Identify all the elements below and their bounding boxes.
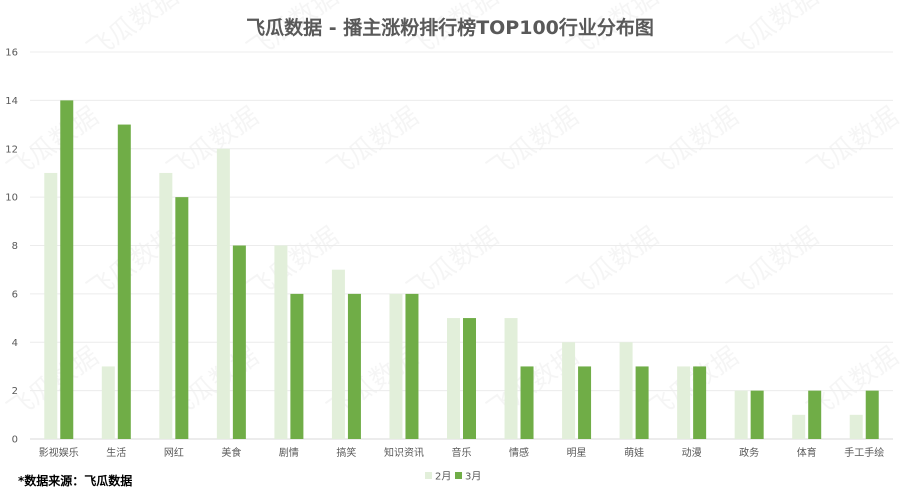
x-tick-label: 生活 xyxy=(106,446,126,459)
bar-feb xyxy=(447,318,460,439)
x-tick-label: 政务 xyxy=(739,446,759,459)
x-tick-label: 影视娱乐 xyxy=(39,446,79,459)
bar-feb xyxy=(216,148,230,439)
bar-feb xyxy=(101,366,115,439)
bar-feb xyxy=(677,366,691,439)
bar-feb xyxy=(562,342,576,439)
bar-feb xyxy=(504,318,518,439)
bar-mar xyxy=(635,366,649,439)
y-tick-label: 4 xyxy=(12,338,18,349)
bar-mar xyxy=(865,390,879,439)
legend-swatch xyxy=(425,472,432,479)
x-tick-label: 知识资讯 xyxy=(384,446,424,459)
watermark-text: 飞瓜数据 xyxy=(242,221,344,305)
bar-feb xyxy=(849,414,863,439)
bar-mar xyxy=(117,124,131,439)
watermark-text: 飞瓜数据 xyxy=(162,101,264,185)
bars xyxy=(44,100,879,439)
legend: 2月 3月 xyxy=(425,471,481,483)
x-tick-label: 剧情 xyxy=(279,446,299,459)
bar-mar xyxy=(290,293,304,439)
bar-mar xyxy=(693,366,707,439)
bar-feb xyxy=(619,342,633,439)
y-tick-label: 14 xyxy=(5,96,18,107)
bar-mar xyxy=(232,245,246,439)
y-tick-label: 2 xyxy=(12,386,18,397)
bar-mar xyxy=(808,390,822,439)
watermark-text: 飞瓜数据 xyxy=(562,221,664,305)
y-tick-label: 0 xyxy=(12,435,18,446)
bar-mar xyxy=(347,293,361,439)
source-note: *数据来源：飞瓜数据 xyxy=(18,474,133,488)
bar-feb xyxy=(44,172,58,439)
bar-feb xyxy=(274,245,288,439)
x-tick-label: 动漫 xyxy=(682,447,702,459)
x-tick-label: 手工手绘 xyxy=(844,446,884,459)
x-axis-ticks: 影视娱乐 生活 网红 美食 剧情 搞笑 知识资讯 音乐 情感 明星 萌娃 动漫 政务 体育 手工手绘 xyxy=(39,446,884,459)
legend-swatch xyxy=(455,472,462,479)
x-tick-label: 美食 xyxy=(221,446,241,459)
y-tick-label: 16 xyxy=(5,48,18,59)
y-tick-label: 8 xyxy=(12,241,18,252)
bar-mar xyxy=(405,293,419,439)
bar-mar xyxy=(578,366,592,439)
bar-feb xyxy=(792,414,806,439)
bar-mar xyxy=(60,100,74,439)
x-tick-label: 情感 xyxy=(509,446,529,459)
y-axis-ticks: 0 2 4 6 8 10 12 14 16 xyxy=(5,48,18,446)
watermark-text: 飞瓜数据 xyxy=(722,221,824,305)
x-tick-label: 网红 xyxy=(164,446,184,459)
bar-mar xyxy=(463,318,476,439)
gridlines xyxy=(30,51,893,440)
chart-title: 飞瓜数据 - 播主涨粉排行榜TOP100行业分布图 xyxy=(246,16,654,39)
bar-mar xyxy=(520,366,534,439)
y-tick-label: 12 xyxy=(5,144,18,155)
x-tick-label: 搞笑 xyxy=(336,446,356,459)
bar-feb xyxy=(389,293,403,439)
bar-feb xyxy=(331,269,345,439)
x-tick-label: 音乐 xyxy=(452,446,472,459)
bar-mar xyxy=(175,197,189,439)
y-tick-label: 10 xyxy=(5,193,18,204)
watermark-text: 飞瓜数据 xyxy=(722,0,824,66)
watermark-text: 飞瓜数据 xyxy=(482,101,584,185)
watermark-text: 飞瓜数据 xyxy=(642,101,744,185)
x-tick-label: 体育 xyxy=(797,446,817,459)
watermark-text: 飞瓜数据 xyxy=(82,0,184,66)
bar-feb xyxy=(734,390,748,439)
watermark-text: 飞瓜数据 xyxy=(402,221,504,305)
bar-feb xyxy=(159,172,173,439)
legend-label: 3月 xyxy=(465,471,481,483)
watermark-text: 飞瓜数据 xyxy=(642,341,744,425)
x-tick-label: 萌娃 xyxy=(624,446,644,459)
watermark-text: 飞瓜数据 xyxy=(322,101,424,185)
bar-mar xyxy=(750,390,764,439)
x-tick-label: 明星 xyxy=(567,447,587,459)
watermark-text: 飞瓜数据 xyxy=(802,101,900,185)
legend-label: 2月 xyxy=(435,471,451,483)
y-tick-label: 6 xyxy=(12,289,18,300)
